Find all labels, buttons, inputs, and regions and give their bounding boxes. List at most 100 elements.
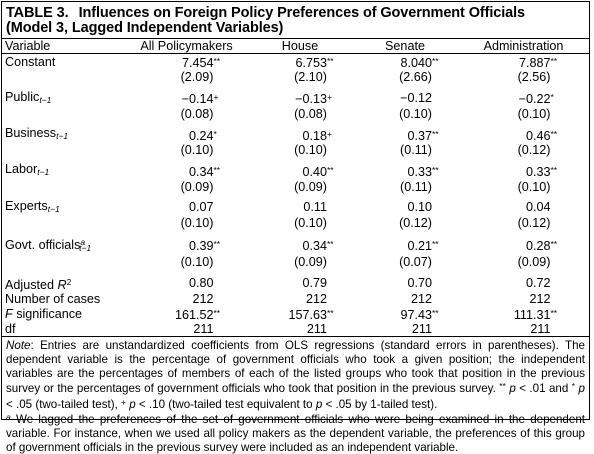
stat-cell: 97.43** xyxy=(365,306,445,322)
row-business-se: (0.10) (0.10) (0.11) (0.12) xyxy=(2,143,589,157)
row-number-of-cases: Number of cases 212 212 212 212 xyxy=(2,292,589,306)
se-cell: (0.10) xyxy=(294,143,327,158)
row-labor-se: (0.09) (0.09) (0.11) (0.10) xyxy=(2,180,589,194)
se-cell: (0.12) xyxy=(517,216,551,231)
row-public-se: (0.08) (0.08) (0.10) (0.10) xyxy=(2,107,589,121)
coef-cell: 0.04 xyxy=(525,200,551,215)
stat-cell: 0.80 xyxy=(188,276,214,291)
row-label: Businesst−1 xyxy=(5,126,69,142)
stat-cell: 212 xyxy=(192,291,214,306)
significance-marker: ** xyxy=(432,56,439,67)
se-cell: (0.12) xyxy=(399,216,432,231)
coef-cell: 7.454** xyxy=(147,54,227,70)
row-constant: Constant 7.454** 6.753** 8.040** 7.887** xyxy=(2,54,589,71)
se-cell: (0.10) xyxy=(517,179,551,194)
coef-cell: 0.24* xyxy=(147,127,227,143)
stat-cell: 161.52** xyxy=(147,306,227,322)
significance-marker: ** xyxy=(327,56,334,67)
row-label: Govt. officialsat−1 xyxy=(5,237,92,254)
significance-marker: ** xyxy=(550,128,558,139)
coef-cell: 0.40** xyxy=(260,163,340,179)
se-cell: (0.09) xyxy=(517,255,551,270)
row-public: Publict−1 −0.14+ −0.13+ −0.12 −0.22* xyxy=(2,90,589,107)
header-row: Variable All Policymakers House Senate A… xyxy=(2,37,589,55)
coef-cell: 8.040** xyxy=(365,54,445,70)
row-label: Adjusted R2 xyxy=(5,276,72,292)
significance-marker: ** xyxy=(432,164,439,175)
se-cell: (0.10) xyxy=(180,216,214,231)
stat-cell: 111.31** xyxy=(484,306,564,322)
header-all-policymakers: All Policymakers xyxy=(125,37,248,55)
se-cell: (2.56) xyxy=(517,70,551,85)
significance-marker: ** xyxy=(327,164,334,175)
coef-cell: 0.07 xyxy=(188,200,214,215)
coef-cell: −0.14+ xyxy=(147,90,227,106)
coef-cell: 0.34** xyxy=(260,237,340,253)
stat-cell: 212 xyxy=(410,291,432,306)
significance-marker: + xyxy=(213,92,219,103)
row-label: Number of cases xyxy=(5,291,101,306)
se-cell: (0.11) xyxy=(400,179,432,194)
coef-cell: 0.33** xyxy=(365,163,445,179)
stat-cell: 211 xyxy=(306,322,327,337)
header-administration: Administration xyxy=(458,37,589,55)
row-df: df 211 211 211 211 xyxy=(2,322,589,338)
stat-cell: 212 xyxy=(305,291,327,306)
stat-cell: 0.70 xyxy=(407,276,432,291)
row-business: Businesst−1 0.24* 0.18+ 0.37** 0.46** xyxy=(2,126,589,143)
coef-cell: 0.39** xyxy=(147,237,227,253)
se-cell: (0.09) xyxy=(180,179,214,194)
significance-marker: ** xyxy=(213,164,221,175)
se-cell: (0.07) xyxy=(399,255,432,270)
coef-cell: −0.12 xyxy=(400,91,432,106)
coef-cell: 0.46** xyxy=(484,127,564,143)
row-govt-officials-se: (0.10) (0.09) (0.07) (0.09) xyxy=(2,255,589,269)
significance-marker: ** xyxy=(550,56,558,67)
significance-marker: ** xyxy=(213,308,221,319)
row-labor: Labort−1 0.34** 0.40** 0.33** 0.33** xyxy=(2,162,589,179)
significance-marker: * xyxy=(550,92,554,103)
stat-cell: 212 xyxy=(529,291,551,306)
row-f-significance: F significance 161.52** 157.63** 97.43**… xyxy=(2,306,589,322)
se-cell: (2.09) xyxy=(180,70,214,85)
se-cell: (2.10) xyxy=(294,70,327,85)
coef-cell: 0.34** xyxy=(147,163,227,179)
significance-marker: + xyxy=(327,128,332,139)
coef-cell: 0.33** xyxy=(484,163,564,179)
row-label: F significance xyxy=(5,307,83,322)
significance-marker: ** xyxy=(432,128,439,139)
row-experts: Expertst−1 0.07 0.11 0.10 0.04 xyxy=(2,199,589,216)
row-label: Labort−1 xyxy=(5,162,50,178)
stat-cell: 211 xyxy=(411,322,432,337)
coef-cell: 0.21** xyxy=(365,237,445,253)
coef-cell: 6.753** xyxy=(260,54,340,70)
row-govt-officials: Govt. officialsat−1 0.39** 0.34** 0.21**… xyxy=(2,235,589,255)
header-senate: Senate xyxy=(352,37,458,55)
coef-cell: −0.13+ xyxy=(260,90,340,106)
row-adjusted-r2: Adjusted R2 0.80 0.79 0.70 0.72 xyxy=(2,275,589,292)
stat-cell: 211 xyxy=(530,322,551,337)
coef-cell: 0.28** xyxy=(484,237,564,253)
note-paragraph: Note: Entries are unstandardized coeffic… xyxy=(6,339,585,411)
coef-cell: 0.11 xyxy=(303,200,327,215)
footnote-marker: a xyxy=(80,237,86,248)
stat-cell: 211 xyxy=(193,322,214,337)
significance-marker: ** xyxy=(432,239,439,250)
se-cell: (0.12) xyxy=(517,143,551,158)
significance-marker: ** xyxy=(327,239,334,250)
header-variable: Variable xyxy=(2,37,125,55)
significance-marker: ** xyxy=(327,308,334,319)
se-cell: (0.10) xyxy=(517,106,551,121)
se-cell: (0.11) xyxy=(400,143,432,158)
coef-cell: 0.10 xyxy=(407,200,432,215)
coef-cell: 0.37** xyxy=(365,127,445,143)
se-cell: (0.10) xyxy=(180,143,214,158)
se-cell: (0.09) xyxy=(294,179,327,194)
se-cell: (0.10) xyxy=(399,106,432,121)
coef-cell: 0.18+ xyxy=(260,127,340,143)
coef-cell: 7.887** xyxy=(484,54,564,70)
se-cell: (0.10) xyxy=(294,216,327,231)
row-constant-se: (2.09) (2.10) (2.66) (2.56) xyxy=(2,70,589,84)
row-label: df xyxy=(2,322,125,338)
